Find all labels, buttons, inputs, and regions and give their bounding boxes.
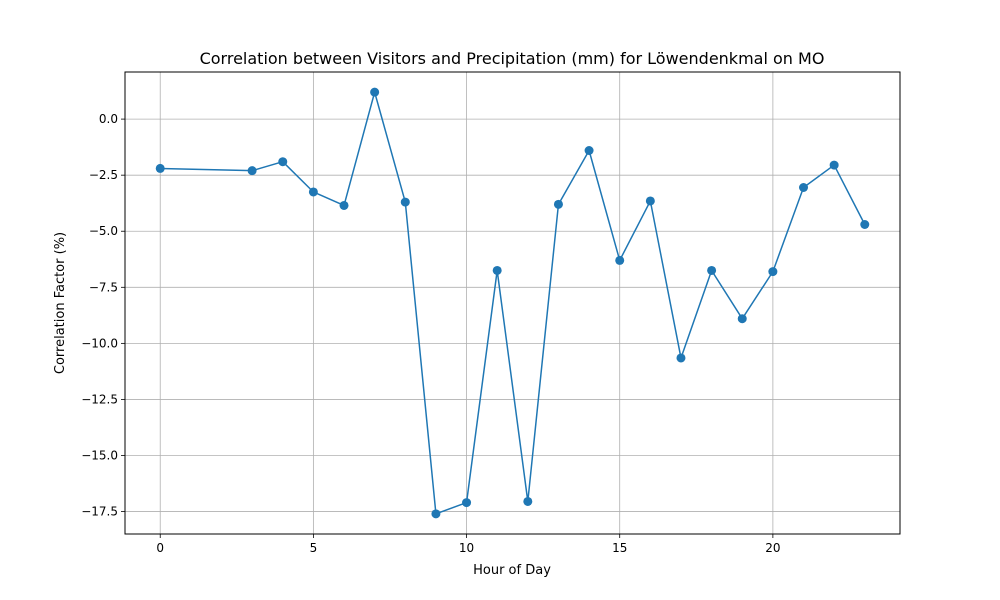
y-tick-label: −2.5 — [89, 168, 118, 182]
x-tick-label: 15 — [612, 541, 627, 555]
data-point — [799, 183, 809, 192]
data-point — [462, 498, 472, 508]
data-point — [615, 255, 625, 265]
x-axis-label: Hour of Day — [473, 563, 551, 578]
plot-frame — [124, 71, 901, 535]
x-tick-label: 20 — [765, 541, 780, 555]
y-tick-label: −17.5 — [81, 505, 118, 519]
data-point — [584, 145, 594, 155]
x-tick-label: 5 — [310, 541, 318, 555]
data-point — [400, 197, 410, 207]
series-line — [160, 91, 866, 515]
y-tick-label: −10.0 — [81, 336, 118, 350]
data-point — [860, 220, 870, 230]
y-tick-label: −7.5 — [89, 280, 118, 294]
y-tick-label: 0.0 — [99, 112, 118, 126]
chart-title: Correlation between Visitors and Precipi… — [200, 49, 825, 68]
y-tick-label: −12.5 — [81, 392, 118, 406]
data-point — [737, 314, 747, 324]
axes: 0 5 10 15 20 0.0 −2.5 −5.0 −7.5 −10.0 −12.5 −15.0 −1… — [81, 112, 780, 555]
data-point — [339, 200, 349, 210]
x-tick-label: 10 — [459, 541, 474, 555]
data-point — [155, 163, 165, 173]
grid — [125, 72, 900, 534]
data-point — [492, 265, 502, 275]
data-point — [523, 496, 533, 506]
data-point — [247, 166, 257, 176]
data-point — [553, 199, 563, 209]
y-axis-label: Correlation Factor (%) — [53, 232, 68, 374]
x-tick-label: 0 — [156, 541, 164, 555]
y-tick-label: −15.0 — [81, 449, 118, 463]
data-point — [645, 196, 655, 206]
y-tick-label: −5.0 — [89, 224, 118, 238]
data-point — [278, 157, 288, 167]
data-point — [370, 87, 380, 97]
data-point — [676, 353, 686, 363]
data-point — [707, 265, 717, 275]
data-point — [431, 509, 441, 519]
data-point — [829, 160, 839, 170]
data-point — [768, 267, 778, 277]
data-point — [308, 187, 318, 197]
series-layer — [155, 87, 870, 519]
